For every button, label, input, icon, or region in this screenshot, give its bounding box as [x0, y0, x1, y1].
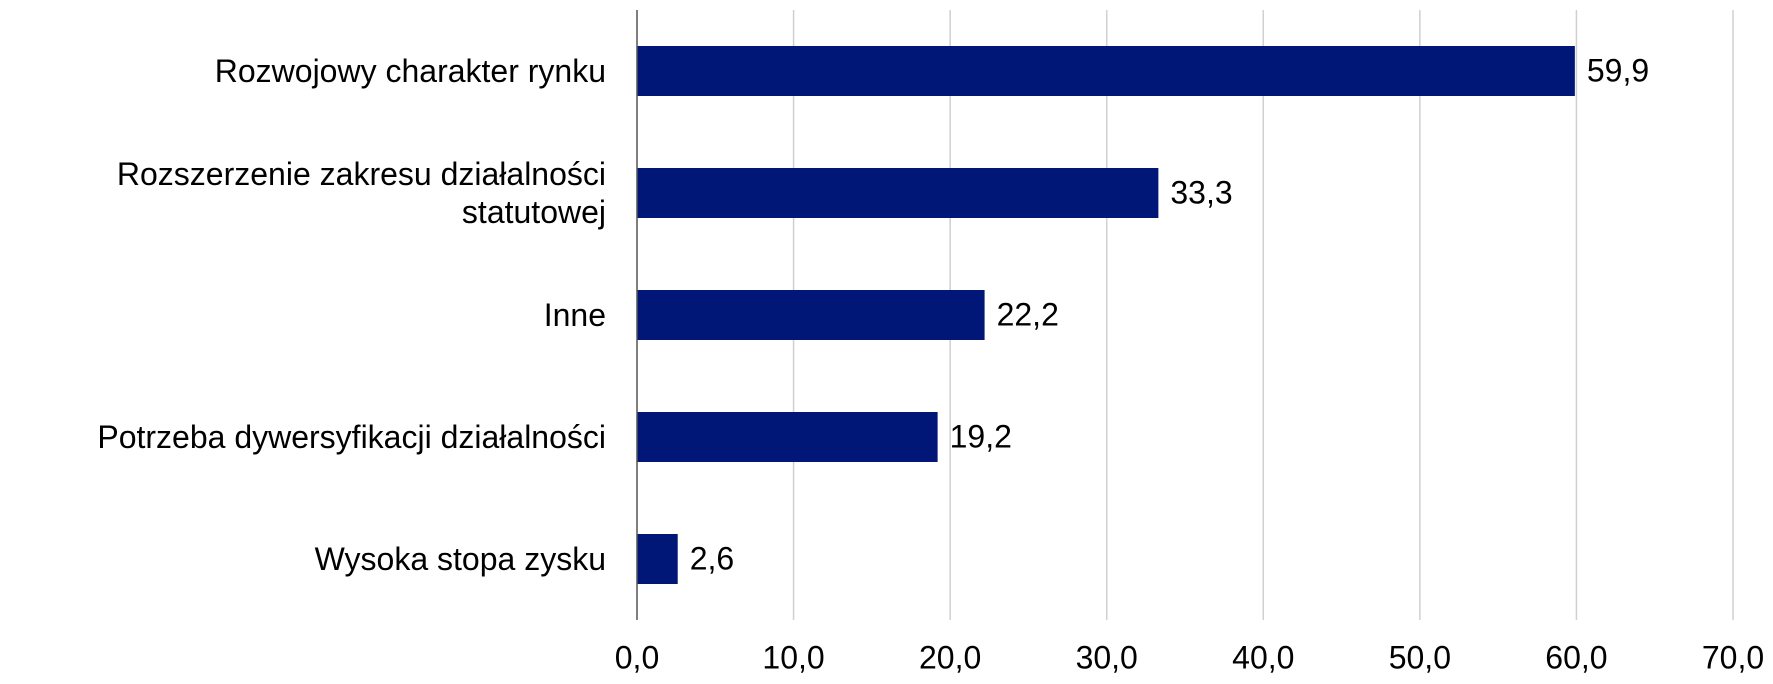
x-tick-label: 10,0 — [762, 639, 824, 675]
x-tick-label: 40,0 — [1232, 639, 1294, 675]
x-tick-label: 50,0 — [1389, 639, 1451, 675]
bar — [637, 534, 678, 584]
data-label: 22,2 — [997, 296, 1059, 332]
bar — [637, 46, 1575, 96]
y-tick-label: Wysoka stopa zysku — [314, 541, 606, 577]
y-tick-label: Potrzeba dywersyfikacji działalności — [97, 419, 606, 455]
data-label: 2,6 — [690, 540, 734, 576]
x-tick-label: 20,0 — [919, 639, 981, 675]
x-tick-label: 70,0 — [1702, 639, 1764, 675]
data-label: 19,2 — [950, 418, 1012, 454]
y-tick-label: Rozwojowy charakter rynku — [214, 53, 606, 89]
y-tick-label: Inne — [543, 297, 606, 333]
bar — [637, 412, 938, 462]
x-tick-label: 30,0 — [1076, 639, 1138, 675]
y-tick-label: Rozszerzenie zakresu działalności statut… — [116, 156, 606, 230]
data-label: 59,9 — [1587, 52, 1649, 88]
data-label: 33,3 — [1170, 174, 1232, 210]
x-tick-label: 0,0 — [615, 639, 659, 675]
x-tick-label: 60,0 — [1545, 639, 1607, 675]
bar — [637, 290, 985, 340]
bar — [637, 168, 1159, 218]
